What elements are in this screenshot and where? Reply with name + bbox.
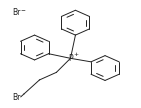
Text: −: − xyxy=(20,7,25,12)
Text: Br: Br xyxy=(12,93,20,102)
Text: +: + xyxy=(74,52,79,57)
Text: Br: Br xyxy=(13,8,21,17)
Text: P: P xyxy=(68,54,73,63)
